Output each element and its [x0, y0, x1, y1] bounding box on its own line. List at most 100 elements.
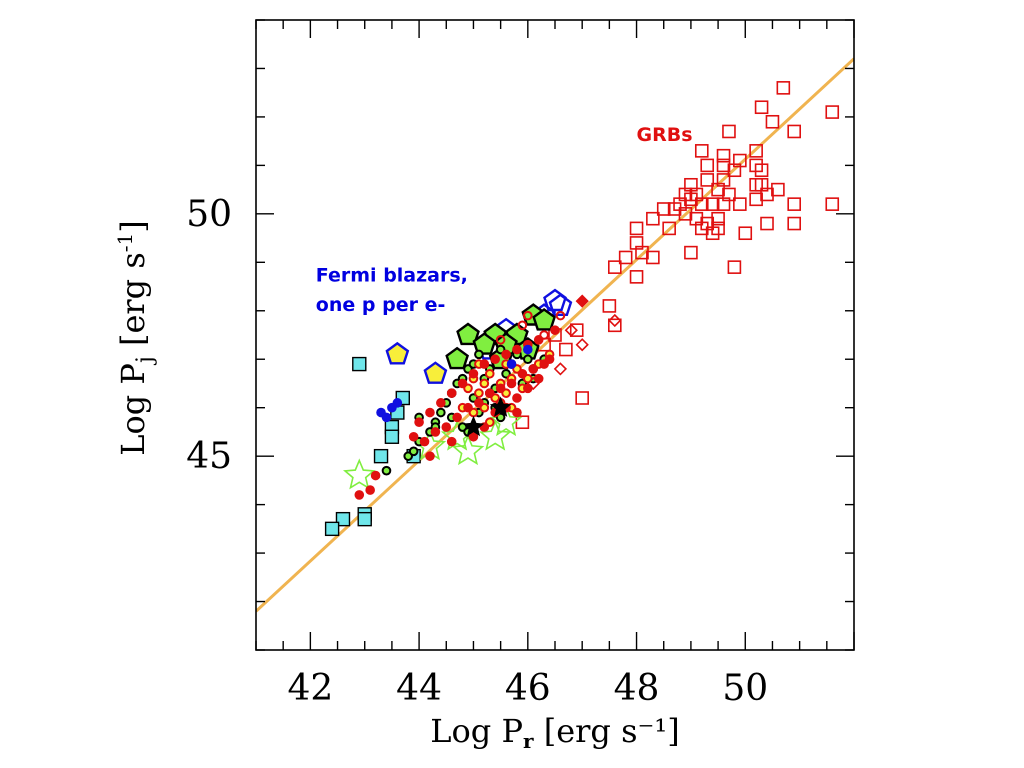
data-marks-layer [324, 81, 840, 537]
data-point [787, 216, 802, 231]
data-point [408, 446, 419, 457]
tick-labels-layer: 42 44 46 48 50 45 50 [186, 194, 768, 709]
data-point [749, 144, 763, 158]
series-circle [376, 344, 533, 423]
data-point [446, 436, 457, 447]
data-point [787, 124, 802, 139]
data-point [684, 192, 698, 207]
data-point [436, 407, 446, 418]
data-point [474, 349, 484, 360]
axis-ticks-layer [255, 19, 855, 651]
data-point [700, 173, 715, 187]
data-point [523, 310, 533, 321]
series-diamond [575, 294, 589, 308]
data-point [555, 310, 566, 321]
data-point [425, 407, 435, 418]
annotation-fermi-blazars-2: one p per e- [316, 294, 446, 316]
data-point [678, 207, 693, 221]
y-tick-label: 45 [186, 436, 232, 477]
data-point [445, 346, 470, 370]
data-point [441, 422, 452, 432]
data-point [684, 245, 698, 260]
data-point [352, 356, 367, 372]
data-point [463, 402, 473, 413]
data-point [452, 412, 462, 423]
data-point [472, 332, 497, 355]
data-point [629, 221, 644, 236]
data-point [569, 323, 584, 337]
data-point [700, 158, 715, 173]
data-point [559, 342, 573, 357]
data-point [754, 163, 769, 178]
data-point [539, 330, 549, 340]
data-point [385, 341, 410, 365]
data-point [656, 202, 671, 216]
data-point [550, 325, 560, 335]
series-pentagon [385, 341, 448, 384]
data-point [618, 250, 633, 265]
data-point [474, 398, 484, 408]
data-point [771, 182, 785, 197]
series-circle [495, 310, 566, 345]
data-point [711, 211, 725, 226]
data-point [436, 398, 446, 408]
data-point [468, 368, 479, 379]
data-point [517, 368, 528, 379]
data-point [564, 323, 578, 337]
data-point [512, 407, 522, 418]
x-axis-label: Log Pr [erg s⁻¹] [430, 712, 679, 753]
data-point [517, 320, 528, 331]
data-point [373, 448, 389, 464]
data-point [528, 364, 539, 374]
data-point [694, 221, 709, 236]
data-point [324, 521, 340, 537]
data-point [408, 431, 419, 442]
data-point [711, 221, 725, 236]
data-point [384, 429, 400, 444]
data-point [646, 250, 660, 265]
data-point [489, 396, 512, 417]
data-point [716, 197, 731, 211]
data-point [456, 322, 480, 346]
data-point [716, 148, 731, 163]
data-point [575, 294, 589, 308]
data-point [733, 197, 747, 211]
data-point [787, 197, 802, 211]
data-point [506, 378, 517, 389]
data-point [512, 344, 522, 355]
series-diamond [526, 313, 622, 391]
series-pentagon [445, 303, 557, 370]
data-point [523, 344, 533, 355]
data-point [479, 378, 490, 389]
data-point [607, 318, 622, 333]
data-point [479, 359, 490, 369]
data-point [544, 354, 555, 365]
data-point [430, 427, 441, 437]
data-point [602, 299, 617, 313]
data-point [765, 114, 780, 129]
y-tick-label: 50 [186, 194, 232, 235]
data-point [501, 349, 511, 360]
data-point [629, 270, 644, 284]
data-point [462, 415, 485, 437]
data-point [392, 398, 403, 408]
data-point [705, 197, 720, 211]
x-tick-label: 46 [505, 668, 551, 709]
fit-line-layer [256, 57, 854, 613]
data-point [825, 197, 840, 211]
data-point [484, 388, 495, 398]
data-point [484, 368, 495, 379]
data-point [776, 81, 791, 95]
data-point [694, 197, 709, 211]
data-point [711, 182, 725, 197]
data-point [754, 100, 769, 115]
data-point [662, 221, 676, 236]
data-point [479, 422, 490, 432]
data-point [727, 163, 742, 178]
x-tick-label: 50 [722, 668, 768, 709]
series-square-open [515, 81, 840, 430]
data-point [825, 105, 840, 119]
data-point [414, 417, 424, 428]
data-point [635, 245, 649, 260]
data-point [760, 216, 774, 231]
